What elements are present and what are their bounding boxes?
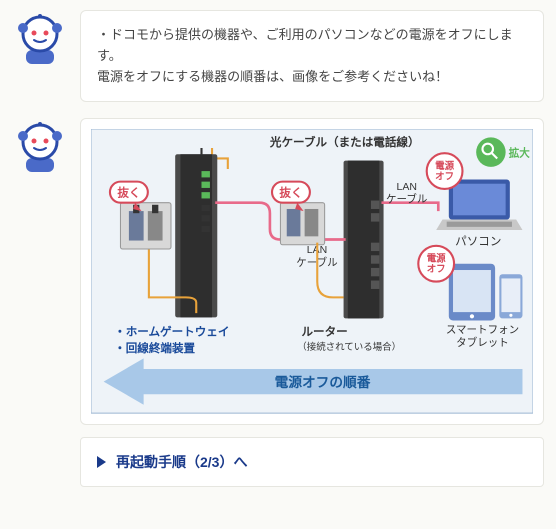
svg-text:LAN: LAN xyxy=(396,181,416,193)
router-label: ルーター xyxy=(301,325,347,339)
svg-text:拡大: 拡大 xyxy=(509,147,531,160)
avatar-icon xyxy=(12,10,68,66)
bot-avatar xyxy=(12,10,68,66)
svg-text:電源オフの順番: 電源オフの順番 xyxy=(275,374,371,390)
router-device xyxy=(344,161,384,319)
svg-text:抜く: 抜く xyxy=(117,186,140,200)
svg-text:オフ: オフ xyxy=(435,172,454,183)
hg-label-2: ・回線終端装置 xyxy=(114,341,195,355)
power-off-badge-tablet: 電源 オフ xyxy=(418,246,454,282)
hg-label-1: ・ホームゲートウェイ xyxy=(114,325,229,339)
sp-label-1: スマートフォン xyxy=(446,325,519,337)
next-step-link[interactable]: 再起動手順（2/3）へ xyxy=(80,437,544,487)
router-note: （接続されている場合） xyxy=(297,341,401,353)
network-diagram: 光ケーブル（または電話線） 拡大 xyxy=(91,129,533,413)
diagram-bubble[interactable]: 光ケーブル（または電話線） 拡大 xyxy=(80,118,544,424)
message-row-2: 光ケーブル（または電話線） 拡大 xyxy=(0,108,556,430)
link-text: 再起動手順（2/3）へ xyxy=(116,452,247,472)
home-gateway-device xyxy=(175,155,217,318)
svg-text:抜く: 抜く xyxy=(279,186,302,200)
left-plug xyxy=(120,203,171,249)
svg-text:オフ: オフ xyxy=(427,265,446,276)
link-row: 再起動手順（2/3）へ xyxy=(0,431,556,505)
right-plug xyxy=(280,203,324,245)
pc-label: パソコン xyxy=(455,235,501,248)
message-row-1: ・ドコモから提供の機器や、ご利用のパソコンなどの電源をオフにします。 電源をオフ… xyxy=(0,0,556,108)
svg-text:電源: 電源 xyxy=(435,160,454,172)
power-off-badge-pc: 電源 オフ xyxy=(427,154,463,190)
sp-label-2: タブレット xyxy=(456,336,509,349)
bot-avatar xyxy=(12,118,68,174)
message-bubble-1: ・ドコモから提供の機器や、ご利用のパソコンなどの電源をオフにします。 電源をオフ… xyxy=(80,10,544,102)
message-text-1: ・ドコモから提供の機器や、ご利用のパソコンなどの電源をオフにします。 電源をオフ… xyxy=(97,27,513,84)
play-icon xyxy=(97,456,106,468)
svg-text:電源: 電源 xyxy=(427,253,446,265)
diagram-title: 光ケーブル（または電話線） xyxy=(269,135,420,149)
svg-text:ケーブル: ケーブル xyxy=(386,193,427,206)
avatar-icon xyxy=(12,118,68,174)
